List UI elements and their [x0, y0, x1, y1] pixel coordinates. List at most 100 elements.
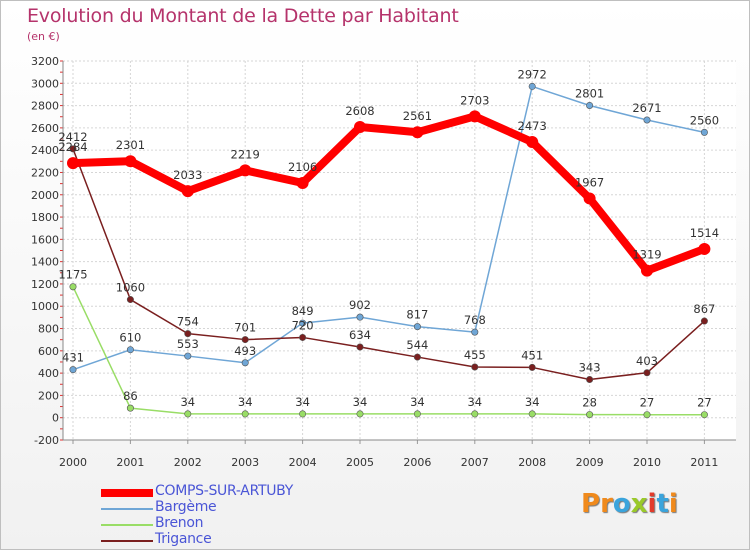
data-label: 2106 — [288, 160, 317, 174]
data-label: 553 — [177, 337, 199, 351]
series-line-3 — [72, 148, 706, 381]
data-label: 768 — [464, 313, 486, 327]
data-point — [69, 366, 77, 374]
data-point — [126, 346, 134, 354]
y-tick-label: 200 — [38, 389, 59, 402]
y-tick-label: 2800 — [31, 100, 59, 113]
legend-label: Brenon — [155, 515, 204, 531]
data-point — [700, 128, 708, 136]
data-point — [586, 375, 594, 383]
x-tick-label: 2002 — [174, 456, 202, 469]
data-label: 2972 — [518, 67, 547, 81]
data-label: 2801 — [575, 86, 604, 100]
y-tick-label: 0 — [52, 412, 59, 425]
x-tick-label: 2010 — [633, 456, 661, 469]
data-point — [299, 410, 307, 418]
data-point — [299, 333, 307, 341]
y-tick-label: 1400 — [31, 256, 59, 269]
data-label: 1967 — [575, 175, 604, 189]
data-point — [643, 369, 651, 377]
data-label: 2219 — [231, 147, 260, 161]
data-point — [241, 336, 249, 344]
data-label: 28 — [582, 396, 597, 410]
data-label: 902 — [349, 298, 371, 312]
y-tick-label: 2600 — [31, 122, 59, 135]
data-point — [241, 359, 249, 367]
y-tick-label: -200 — [34, 434, 59, 447]
legend-swatch — [101, 524, 153, 526]
data-point — [586, 411, 594, 419]
data-label: 1175 — [58, 268, 87, 282]
data-point — [471, 328, 479, 336]
x-tick-label: 2004 — [289, 456, 317, 469]
x-tick-label: 2011 — [690, 456, 718, 469]
data-label: 34 — [238, 395, 253, 409]
data-point — [528, 82, 536, 90]
y-tick-label: 3200 — [31, 55, 59, 68]
data-label: 2412 — [58, 130, 87, 144]
data-label: 2608 — [345, 104, 374, 118]
logo-letter: P — [581, 489, 601, 519]
logo-letter: o — [612, 489, 631, 519]
data-label: 451 — [521, 348, 543, 362]
data-point — [356, 410, 364, 418]
data-point — [354, 120, 366, 133]
data-label: 86 — [123, 389, 138, 403]
data-label: 34 — [410, 395, 425, 409]
data-label: 1514 — [690, 226, 719, 240]
data-point — [413, 410, 421, 418]
data-label: 720 — [292, 318, 314, 332]
data-point — [413, 353, 421, 361]
series-line-0 — [69, 112, 709, 275]
data-point — [641, 264, 653, 277]
logo-letter: r — [600, 489, 613, 519]
data-label: 867 — [693, 302, 715, 316]
data-label: 34 — [295, 395, 310, 409]
logo-letter: x — [630, 489, 648, 519]
x-tick-label: 2000 — [59, 456, 87, 469]
x-tick-label: 2008 — [518, 456, 546, 469]
data-point — [471, 363, 479, 371]
data-label: 2033 — [173, 168, 202, 182]
data-point — [356, 343, 364, 351]
data-point — [586, 101, 594, 109]
y-tick-label: 1200 — [31, 278, 59, 291]
data-label: 455 — [464, 348, 486, 362]
data-point — [526, 136, 539, 149]
data-point — [126, 296, 134, 304]
data-label: 2301 — [116, 138, 145, 152]
series-line-2 — [72, 285, 706, 416]
chart-title: Evolution du Montant de la Dette par Hab… — [27, 5, 459, 27]
data-point — [643, 116, 651, 124]
data-point — [528, 410, 536, 418]
y-tick-label: 600 — [38, 345, 59, 358]
data-point — [471, 410, 479, 418]
data-point — [126, 404, 134, 412]
data-label: 2560 — [690, 113, 719, 127]
proxiti-logo: Proxiti — [581, 489, 678, 519]
data-label: 634 — [349, 328, 371, 342]
data-label: 701 — [234, 321, 256, 335]
data-point — [181, 185, 194, 198]
data-point — [356, 313, 364, 321]
y-tick-label: 2400 — [31, 144, 59, 157]
legend-swatch — [101, 489, 153, 497]
data-point — [700, 317, 708, 325]
data-label: 1319 — [632, 248, 661, 262]
y-tick-label: 800 — [38, 323, 59, 336]
data-point — [698, 242, 711, 255]
data-point — [184, 352, 192, 360]
y-tick-label: 1600 — [31, 233, 59, 246]
legend-swatch — [101, 540, 153, 542]
data-label: 2284 — [58, 140, 87, 154]
y-tick-label: 3000 — [31, 77, 59, 90]
data-label: 2473 — [518, 119, 547, 133]
series-line-1 — [72, 85, 706, 371]
data-label: 2561 — [403, 109, 432, 123]
data-point — [69, 283, 77, 291]
y-tick-label: 2000 — [31, 189, 59, 202]
x-tick-label: 2005 — [346, 456, 374, 469]
data-label: 34 — [353, 395, 368, 409]
